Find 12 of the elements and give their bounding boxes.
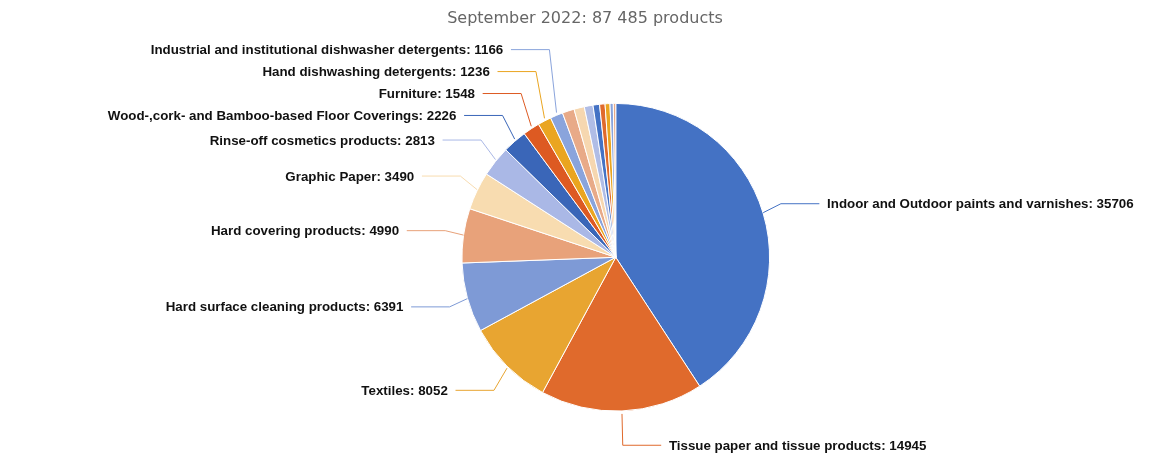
slice-label: Furniture: 1548 — [378, 86, 475, 102]
slice-label: Rinse-off cosmetics products: 2813 — [209, 132, 435, 148]
slice-label: Industrial and institutional dishwasher detergents: 1166 — [150, 42, 504, 58]
slice-label: Hard surface cleaning products: 6391 — [165, 299, 405, 315]
slice-label: Indoor and Outdoor paints and varnishes: 35706 — [827, 196, 1134, 212]
slice-label: Textiles: 8052 — [361, 382, 448, 398]
slice-label: Hard covering products: 4990 — [210, 223, 400, 239]
slice-label: Graphic Paper: 3490 — [285, 168, 415, 184]
slice-label: Hand dishwashing detergents: 1236 — [262, 64, 490, 80]
slice-label: Tissue paper and tissue products: 14945 — [668, 437, 927, 453]
slice-label: Wood-,cork- and Bamboo-based Floor Coverings: 2226 — [107, 107, 457, 123]
chart-title: September 2022: 87 485 products — [447, 7, 723, 27]
